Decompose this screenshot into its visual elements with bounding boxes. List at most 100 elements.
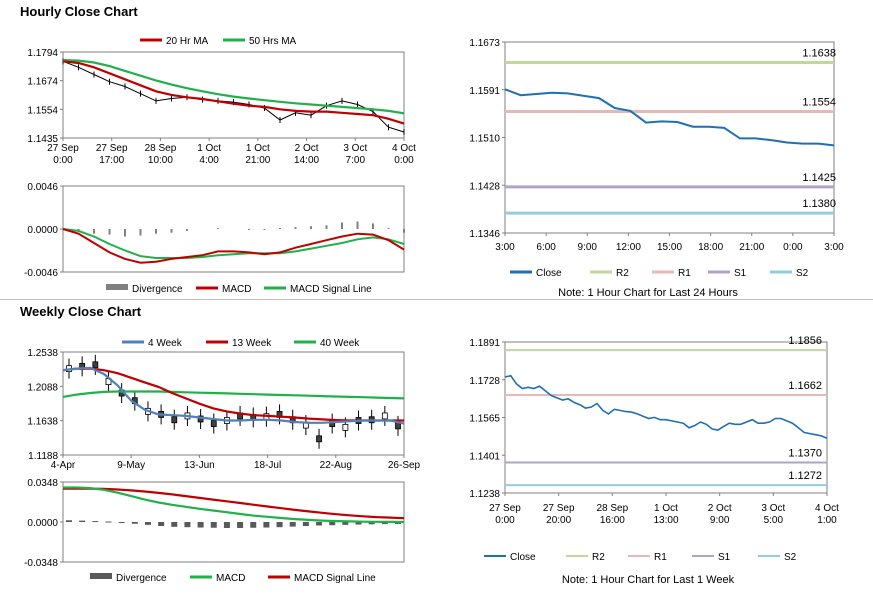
legend-r2-label: R2	[592, 552, 605, 563]
hourly-price-x-label: 10:00	[148, 155, 173, 166]
chart-note: Note: 1 Hour Chart for Last 24 Hours	[558, 287, 738, 299]
hourly-levels-x-label: 21:00	[739, 242, 764, 253]
hourly-levels-y-label: 1.1510	[469, 134, 500, 145]
weekly-price-x-label: 18-Jul	[254, 460, 281, 471]
level-label-s2: 1.1272	[788, 470, 822, 482]
hourly-levels-x-label: 15:00	[657, 242, 682, 253]
divergence-bar	[342, 522, 349, 525]
divergence-bar	[144, 522, 151, 525]
level-label-r2: 1.1638	[802, 47, 836, 59]
candle-body	[342, 423, 349, 431]
legend-macd-label: MACD	[222, 284, 251, 295]
close-price-line	[62, 60, 405, 133]
weekly-levels-x-label: 20:00	[546, 515, 571, 526]
candle-body	[316, 435, 322, 443]
hourly-levels-y-label: 1.1346	[469, 229, 500, 240]
legend-macd-signal-label: MACD Signal Line	[290, 284, 372, 295]
ma20-line	[62, 60, 405, 125]
level-label-r1: 1.1554	[802, 97, 836, 109]
legend-close-label: Close	[510, 552, 536, 563]
level-label-s2: 1.1380	[802, 198, 836, 210]
legend-divergence-swatch	[90, 573, 112, 579]
hourly-price-x-label: 14:00	[294, 155, 319, 166]
level-label-r1: 1.1662	[788, 380, 822, 392]
weekly-levels-x-label: 27 Sep	[489, 503, 521, 514]
hourly-price-x-label: 27 Sep	[96, 143, 128, 154]
divergence-bar	[131, 522, 138, 524]
hourly-price-y-label: 1.1674	[27, 77, 58, 88]
divergence-bar	[66, 520, 72, 522]
divergence-bar	[381, 522, 388, 525]
legend-r1-label: R1	[678, 268, 691, 279]
weekly-levels-x-label: 1 Oct	[654, 503, 678, 514]
section-divider	[0, 299, 873, 300]
plot-frame	[62, 351, 405, 456]
legend-50hr-ma-label: 50 Hrs MA	[249, 36, 297, 47]
weekly-levels-x-label: 9:00	[710, 515, 730, 526]
macd-signal-line	[62, 228, 405, 259]
weekly-section-title: Weekly Close Chart	[20, 304, 142, 319]
ma4-week-line	[62, 366, 405, 425]
macd-signal-line	[63, 487, 405, 520]
divergence-bar	[237, 522, 244, 528]
weekly-levels-x-label: 0:00	[495, 515, 515, 526]
weekly-levels-x-label: 5:00	[764, 515, 784, 526]
divergence-bar	[302, 522, 309, 527]
hourly-price-y-label: 1.1435	[27, 134, 58, 145]
ma50-line	[62, 59, 405, 115]
legend-r1-label: R1	[654, 552, 667, 563]
chart-note: Note: 1 Hour Chart for Last 1 Week	[562, 574, 735, 586]
weekly-levels-y-label: 1.1401	[469, 451, 500, 462]
hourly-price-y-label: 1.1794	[27, 48, 58, 59]
divergence-bar	[289, 522, 296, 527]
hourly-levels-y-label: 1.1428	[469, 181, 500, 192]
hourly-price-x-label: 0:00	[53, 155, 73, 166]
hourly-price-x-label: 27 Sep	[47, 143, 79, 154]
weekly-price-y-label: 1.1638	[27, 417, 58, 428]
weekly-price-x-label: 13-Jun	[184, 460, 215, 471]
legend-divergence-swatch	[106, 284, 128, 290]
weekly-price-x-label: 4-Apr	[51, 460, 76, 471]
hourly-levels-x-label: 6:00	[536, 242, 556, 253]
level-label-r2: 1.1856	[788, 335, 822, 347]
hourly-price-x-label: 0:00	[394, 155, 414, 166]
legend-s1-label: S1	[718, 552, 731, 563]
legend-macd-signal-label: MACD Signal Line	[294, 573, 376, 584]
weekly-levels-y-label: 1.1565	[469, 414, 500, 425]
divergence-bar	[355, 522, 362, 525]
divergence-bar	[329, 522, 336, 526]
legend-20hr-ma-label: 20 Hr MA	[166, 36, 209, 47]
level-label-s1: 1.1370	[788, 447, 822, 459]
weekly-levels-x-label: 13:00	[653, 515, 678, 526]
weekly-price-x-label: 9-May	[117, 460, 145, 471]
hourly-levels-x-label: 12:00	[616, 242, 641, 253]
close-line	[504, 374, 828, 439]
macd-line	[63, 486, 405, 524]
weekly-levels-x-label: 28 Sep	[596, 503, 628, 514]
hourly-price-x-label: 17:00	[99, 155, 124, 166]
weekly-levels-y-label: 1.1238	[469, 489, 500, 500]
close-line	[504, 88, 835, 147]
hourly-levels-x-label: 3:00	[824, 242, 844, 253]
legend-s2-label: S2	[796, 268, 809, 279]
hourly-price-x-label: 28 Sep	[145, 143, 177, 154]
divergence-bar	[118, 522, 125, 523]
divergence-bar	[184, 522, 191, 528]
hourly-price-x-label: 1 Oct	[246, 143, 270, 154]
divergence-bar	[368, 522, 375, 525]
divergence-bar	[158, 522, 165, 527]
weekly-levels-y-label: 1.1728	[469, 376, 500, 387]
legend-r2-label: R2	[616, 268, 629, 279]
divergence-bar	[263, 522, 270, 528]
weekly-levels-x-label: 1:00	[817, 515, 837, 526]
candle-body	[381, 412, 388, 420]
weekly-macd-y-label: 0.0348	[27, 478, 58, 489]
legend-s2-label: S2	[784, 552, 797, 563]
hourly-price-x-label: 1 Oct	[197, 143, 221, 154]
weekly-levels-x-label: 27 Sep	[543, 503, 575, 514]
weekly-levels-x-label: 3 Oct	[761, 503, 785, 514]
